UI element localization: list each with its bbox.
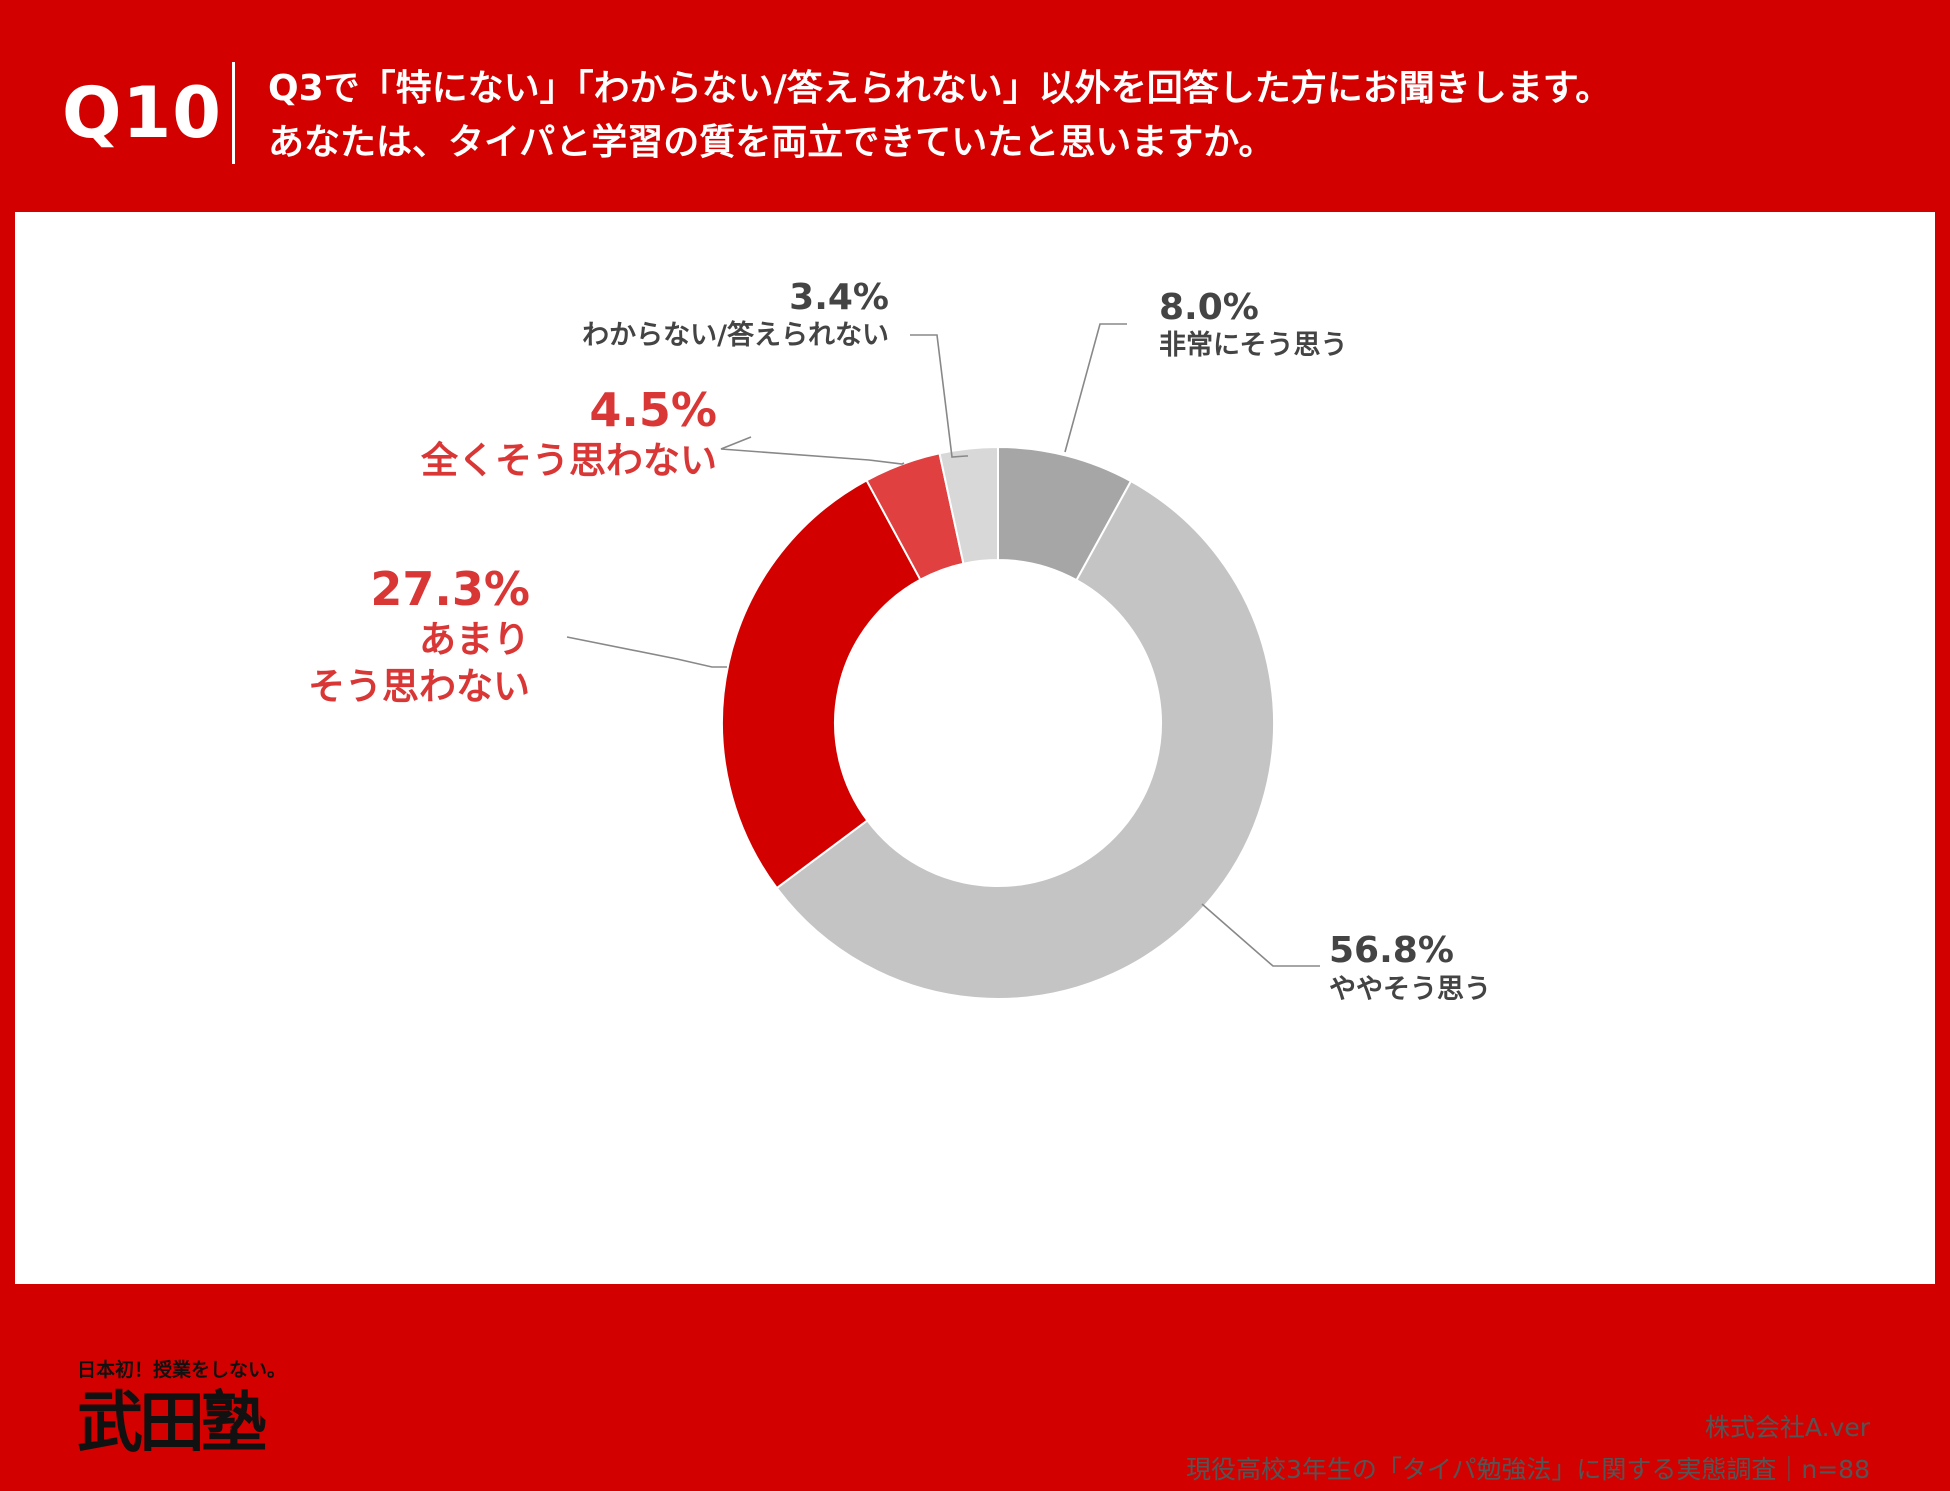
slice-label-not-at-all: 全くそう思わない — [420, 439, 717, 482]
footer-survey: 現役高校3年生の「タイパ勉強法」に関する実態調査｜n=88 — [1185, 1455, 1870, 1484]
logo-mark: 武田塾 — [77, 1383, 267, 1461]
slice-value-unknown: 3.4% — [789, 277, 889, 318]
question-line-1: Q3で「特にない」「わからない/答えられない」以外を回答した方にお聞きします。 — [268, 68, 1612, 109]
slice-somewhat — [775, 479, 1275, 1000]
slice-label-not-really-line2: そう思わない — [308, 665, 530, 708]
footer: 株式会社A.ver 現役高校3年生の「タイパ勉強法」に関する実態調査｜n=88 — [1186, 1407, 1870, 1491]
leader-line-not-at-all — [720, 436, 905, 465]
slice-label-somewhat: ややそう思う — [1329, 974, 1491, 1005]
header-divider — [232, 62, 235, 164]
slice-value-not-at-all: 4.5% — [589, 383, 717, 437]
slice-value-not-really: 27.3% — [370, 562, 530, 616]
question-header: Q10 Q3で「特にない」「わからない/答えられない」以外を回答した方にお聞きし… — [0, 0, 1950, 210]
leader-line-not-really — [566, 636, 727, 668]
footer-company: 株式会社A.ver — [1704, 1413, 1870, 1442]
slice-label-not-really-line1: あまり — [419, 618, 530, 661]
leader-line-unknown — [910, 334, 968, 458]
logo-stamp: 逆転合格 — [268, 1404, 307, 1444]
question-line-2: あなたは、タイパと学習の質を両立できていたと思いますか。 — [268, 122, 1275, 163]
slice-label-unknown: わからない/答えられない — [582, 319, 889, 351]
question-text: Q3で「特にない」「わからない/答えられない」以外を回答した方にお聞きします。 … — [268, 62, 1611, 170]
logo-tagline: 日本初！授業をしない。 — [77, 1359, 287, 1381]
slice-value-somewhat: 56.8% — [1329, 930, 1454, 971]
leader-line-somewhat — [1201, 903, 1320, 967]
slice-unknown — [938, 445, 999, 565]
slice-label-very-much: 非常にそう思う — [1159, 330, 1347, 361]
logo: 日本初！授業をしない。 武田塾 逆転合格 — [77, 1355, 307, 1461]
chart-panel: 8.0% 非常にそう思う 56.8% ややそう思う 27.3% あまり そう思わない 4.5%… — [15, 212, 1935, 1484]
slice-value-very-much: 8.0% — [1159, 287, 1259, 328]
leader-line-very-much — [1064, 323, 1127, 453]
slice-not-really — [721, 478, 922, 890]
question-number: Q10 — [62, 72, 222, 154]
